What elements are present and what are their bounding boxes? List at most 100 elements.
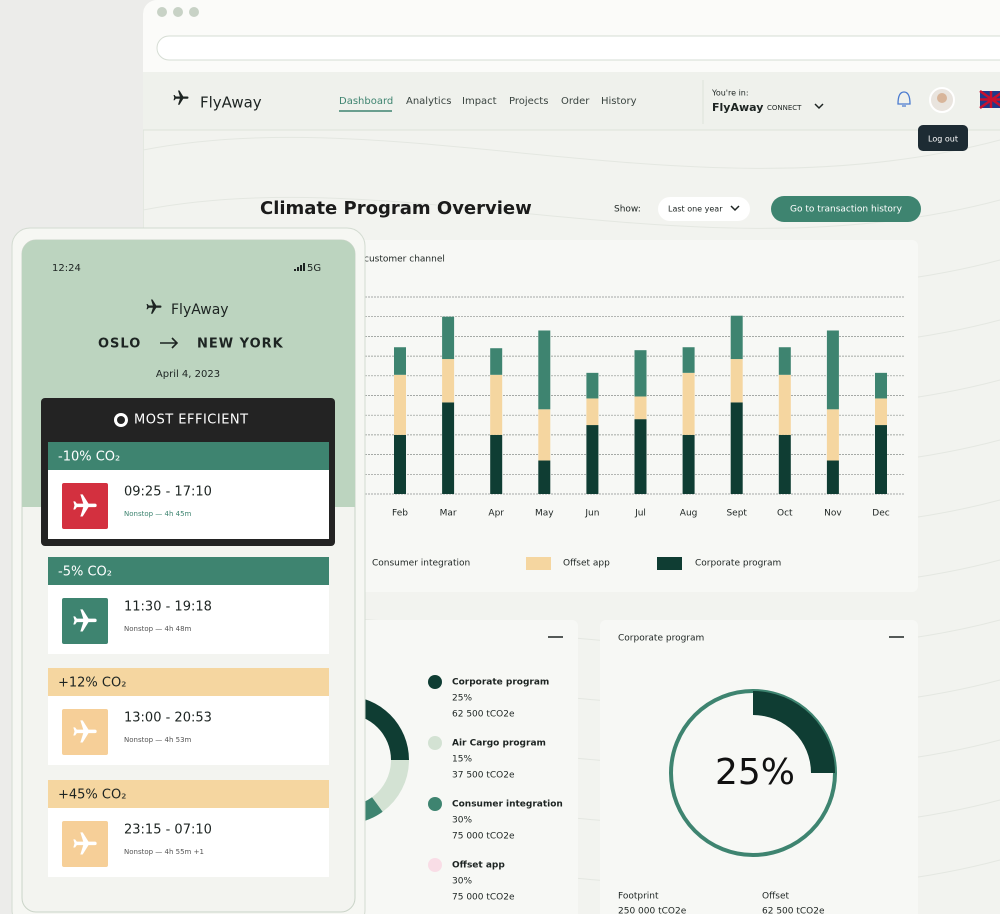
nav-link[interactable]: Order (561, 96, 590, 107)
nav-bar (143, 72, 1000, 130)
bar-segment (490, 374, 503, 435)
account-chevron[interactable] (814, 103, 824, 110)
progress-label: 25% (715, 752, 795, 793)
bar-segment (586, 372, 599, 399)
legend-label: Consumer integration (372, 559, 470, 569)
bar-segment (586, 425, 599, 494)
x-tick-label: Nov (824, 509, 842, 519)
nav-link[interactable]: Projects (509, 96, 548, 107)
avatar-face (937, 93, 947, 103)
account-plan: CONNECT (767, 104, 802, 112)
donut-legend-amount: 37 500 tCO2e (452, 771, 515, 781)
logo: FlyAway (200, 94, 262, 112)
card-title: Corporate program (618, 634, 704, 644)
bar-segment (778, 374, 791, 435)
page-title: Climate Program Overview (260, 198, 532, 219)
donut-legend-name: Air Cargo program (452, 739, 546, 749)
period-select[interactable] (658, 197, 750, 221)
co2-banner (48, 668, 329, 696)
co2-banner (48, 780, 329, 808)
donut-legend-name: Corporate program (452, 678, 549, 688)
background-wave (143, 196, 1000, 229)
donut-legend-name: Consumer integration (452, 800, 563, 810)
nav-link[interactable]: History (601, 96, 637, 107)
stat-label: Footprint (618, 892, 659, 902)
x-tick-label: Aug (680, 509, 698, 519)
co2-label: +12% CO₂ (58, 676, 126, 691)
window-dot (173, 7, 183, 17)
donut-legend-amount: 75 000 tCO2e (452, 893, 515, 903)
bar-segment (634, 419, 647, 494)
legend-label: Corporate program (695, 559, 781, 569)
bar-segment (778, 434, 791, 494)
x-tick-label: Dec (872, 509, 889, 519)
co2-banner (48, 442, 329, 470)
co2-label: -5% CO₂ (58, 565, 112, 580)
x-tick-label: Mar (440, 509, 457, 519)
legend-dot (428, 736, 442, 750)
legend-dot (428, 797, 442, 811)
flight-times: 23:15 - 07:10 (124, 823, 212, 838)
status-time: 12:24 (52, 263, 81, 274)
flight-details: Nonstop — 4h 55m +1 (124, 848, 204, 856)
nav-link[interactable]: Dashboard (339, 96, 393, 107)
x-tick-label: Apr (488, 509, 504, 519)
flight-details: Nonstop — 4h 48m (124, 625, 192, 633)
legend-label: Offset app (563, 559, 610, 569)
bar-segment (730, 315, 743, 360)
history-button-label: Go to transaction history (790, 205, 903, 215)
tooltip-text: Log out (928, 135, 958, 144)
legend-dot (428, 858, 442, 872)
nav-link[interactable]: Impact (462, 96, 497, 107)
period-chevron (730, 205, 740, 212)
flight-date: April 4, 2023 (156, 369, 220, 380)
phone-logo: FlyAway (171, 302, 229, 318)
donut-legend-percent: 30% (452, 877, 472, 887)
donut-legend-percent: 30% (452, 816, 472, 826)
bar-segment (442, 402, 455, 494)
donut-legend-amount: 75 000 tCO2e (452, 832, 515, 842)
donut-legend-name: Offset app (452, 861, 505, 871)
x-tick-label: Oct (777, 509, 793, 519)
background-wave (143, 136, 1000, 169)
stat-label: Offset (762, 892, 790, 902)
account-label: You're in: (711, 89, 749, 98)
flight-times: 11:30 - 19:18 (124, 600, 212, 615)
bar-segment (778, 347, 791, 375)
route-arrow (160, 337, 179, 349)
bar-segment (490, 348, 503, 375)
bar-segment (490, 434, 503, 494)
bar-segment (730, 402, 743, 494)
url-bar[interactable] (156, 35, 1000, 61)
donut-card (350, 620, 578, 914)
co2-label: -10% CO₂ (58, 450, 120, 465)
bar-segment (538, 460, 551, 494)
nav-link[interactable]: Analytics (406, 96, 451, 107)
flight-details: Nonstop — 4h 53m (124, 736, 192, 744)
bell-icon[interactable] (897, 91, 911, 107)
x-tick-label: Sept (726, 509, 747, 519)
flag-cross (979, 89, 1000, 110)
bar-segment (394, 374, 406, 435)
flight-times: 13:00 - 20:53 (124, 711, 212, 726)
bar-segment (538, 330, 551, 410)
signal-icon (294, 263, 305, 271)
history-button[interactable] (771, 196, 921, 222)
phone: 12:24 5G FlyAway OSLO NEW YORK April 4, 2023 M… (11, 227, 366, 914)
bar-segment (394, 347, 406, 375)
donut-legend-percent: 15% (452, 755, 472, 765)
donut-legend-amount: 62 500 tCO2e (452, 710, 515, 720)
bar-segment (682, 347, 695, 373)
corporate-card (600, 620, 918, 914)
account-name: FlyAway (712, 101, 763, 114)
x-tick-label: Jul (634, 509, 646, 519)
badge-icon-inner (117, 416, 125, 424)
bar-segment (586, 398, 599, 426)
bar-segment (875, 372, 887, 399)
window-dot (189, 7, 199, 17)
bar-segment (634, 350, 647, 397)
flight-times: 09:25 - 17:10 (124, 485, 212, 500)
status-network: 5G (307, 263, 321, 274)
period-value: Last one year (668, 205, 723, 214)
